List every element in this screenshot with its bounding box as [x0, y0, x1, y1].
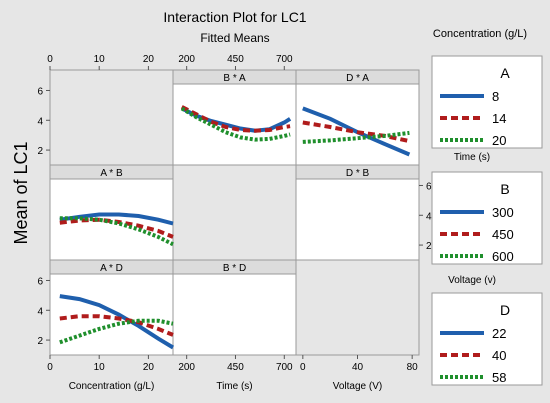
panel-strip	[295, 69, 420, 85]
x-tick-label-top: 200	[178, 54, 195, 65]
panel-title: B * A	[223, 73, 246, 84]
x-tick-label: 20	[143, 362, 155, 373]
legend-item: 8	[492, 89, 499, 104]
y-tick-label: 2	[426, 241, 432, 252]
series-line-22	[59, 294, 175, 350]
legend-item: 600	[492, 249, 514, 264]
legend-box	[431, 292, 543, 386]
legend-heading: Concentration (g/L)	[433, 28, 527, 40]
y-tick-label: 4	[37, 306, 43, 317]
legend-axis-label: Time (s)	[454, 152, 490, 163]
x-tick-label: 0	[300, 362, 306, 373]
panel-title: A * D	[100, 263, 123, 274]
legend-box	[431, 55, 543, 149]
panel-box	[172, 69, 297, 166]
legend-factor: A	[500, 65, 510, 81]
x-axis-label: Voltage (V)	[333, 381, 382, 392]
empty-panel	[295, 259, 420, 356]
x-tick-label: 80	[407, 362, 419, 373]
y-tick-label: 2	[37, 336, 43, 347]
x-axis-label: Concentration (g/L)	[69, 381, 155, 392]
legend-factor: D	[500, 302, 510, 318]
series-line-450	[59, 217, 174, 239]
x-tick-label-top: 700	[276, 54, 293, 65]
x-tick-label: 40	[352, 362, 364, 373]
x-tick-label: 700	[276, 362, 293, 373]
y-tick-label: 6	[426, 181, 432, 192]
legend-item: 58	[492, 370, 506, 385]
panel-grid: B * A D * A A * B D * B A * D B * D 2 4 6 2 4 6 2 4 6 0…	[37, 54, 432, 392]
series-line-14	[302, 120, 410, 144]
series-line-600	[59, 216, 174, 247]
legend-item: 40	[492, 348, 506, 363]
empty-panel	[172, 164, 297, 261]
legend-item: 450	[492, 227, 514, 242]
series-line-58	[59, 318, 174, 345]
chart-subtitle: Fitted Means	[200, 31, 269, 45]
panel-title: D * B	[346, 168, 370, 179]
x-axis-label: Time (s)	[216, 381, 252, 392]
x-tick-label: 0	[47, 362, 53, 373]
panel-title: A * B	[100, 168, 123, 179]
y-tick-label: 6	[37, 86, 43, 97]
panel-title: D * A	[346, 73, 369, 84]
panel-title: B * D	[223, 263, 246, 274]
series-line-40	[59, 314, 174, 337]
y-tick-label: 2	[37, 146, 43, 157]
y-tick-label: 6	[37, 276, 43, 287]
y-tick-label: 4	[37, 116, 43, 127]
y-tick-label: 4	[426, 211, 432, 222]
y-axis-label: Mean of LC1	[11, 141, 31, 244]
legend-item: 20	[492, 133, 506, 148]
legend-box	[431, 171, 543, 265]
empty-panel	[49, 69, 174, 166]
x-tick-label: 10	[94, 362, 106, 373]
legend-item: 14	[492, 111, 506, 126]
legend-item: 22	[492, 326, 506, 341]
x-tick-label: 200	[178, 362, 195, 373]
legend-item: 300	[492, 205, 514, 220]
x-tick-label-top: 450	[227, 54, 244, 65]
series-line-20	[302, 130, 410, 144]
series-line-300	[59, 212, 174, 226]
chart-title: Interaction Plot for LC1	[163, 9, 306, 25]
x-tick-label-top: 10	[94, 54, 106, 65]
series-line-14	[180, 105, 291, 133]
legend-factor: B	[500, 181, 509, 197]
x-tick-label: 450	[227, 362, 244, 373]
series-line-20	[180, 106, 291, 142]
x-tick-label-top: 20	[143, 54, 155, 65]
legend-axis-label: Voltage (v)	[448, 275, 496, 286]
x-tick-label-top: 0	[47, 54, 53, 65]
panel-strip	[295, 164, 420, 180]
